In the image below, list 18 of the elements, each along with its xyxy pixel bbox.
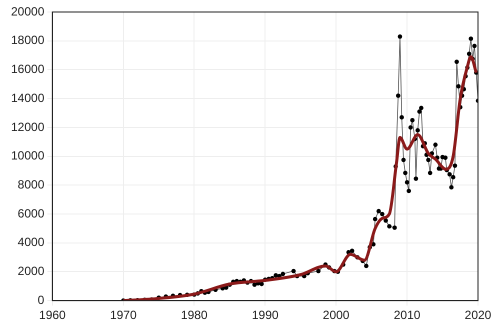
y-tick-label: 4000 [18,235,45,250]
x-tick-label: 1980 [180,308,208,322]
y-tick-label: 6000 [18,206,45,220]
y-tick-label: 18000 [10,33,45,48]
x-tick-label: 1960 [39,308,66,322]
x-tick-label: 2010 [394,308,421,322]
y-tick-label: 12000 [10,120,45,134]
y-tick-label: 0 [38,292,45,307]
y-tick-label: 10000 [10,148,45,163]
y-tick-label: 16000 [10,62,45,76]
x-tick-label: 1970 [110,308,137,322]
x-tick-label: 2000 [322,308,350,322]
y-tick-label: 20000 [10,4,45,18]
x-tick-label: 1990 [252,308,279,322]
y-tick-label: 14000 [10,90,45,105]
y-tick-label: 8000 [18,177,45,192]
x-tick-label: 2020 [464,308,492,322]
y-tick-label: 2000 [18,264,45,278]
